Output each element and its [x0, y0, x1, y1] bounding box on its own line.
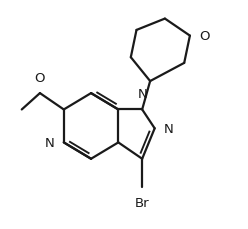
- Text: N: N: [45, 136, 55, 149]
- Text: N: N: [164, 122, 174, 135]
- Text: N: N: [137, 88, 147, 101]
- Text: O: O: [199, 30, 210, 43]
- Text: Br: Br: [135, 196, 150, 209]
- Text: O: O: [35, 72, 45, 85]
